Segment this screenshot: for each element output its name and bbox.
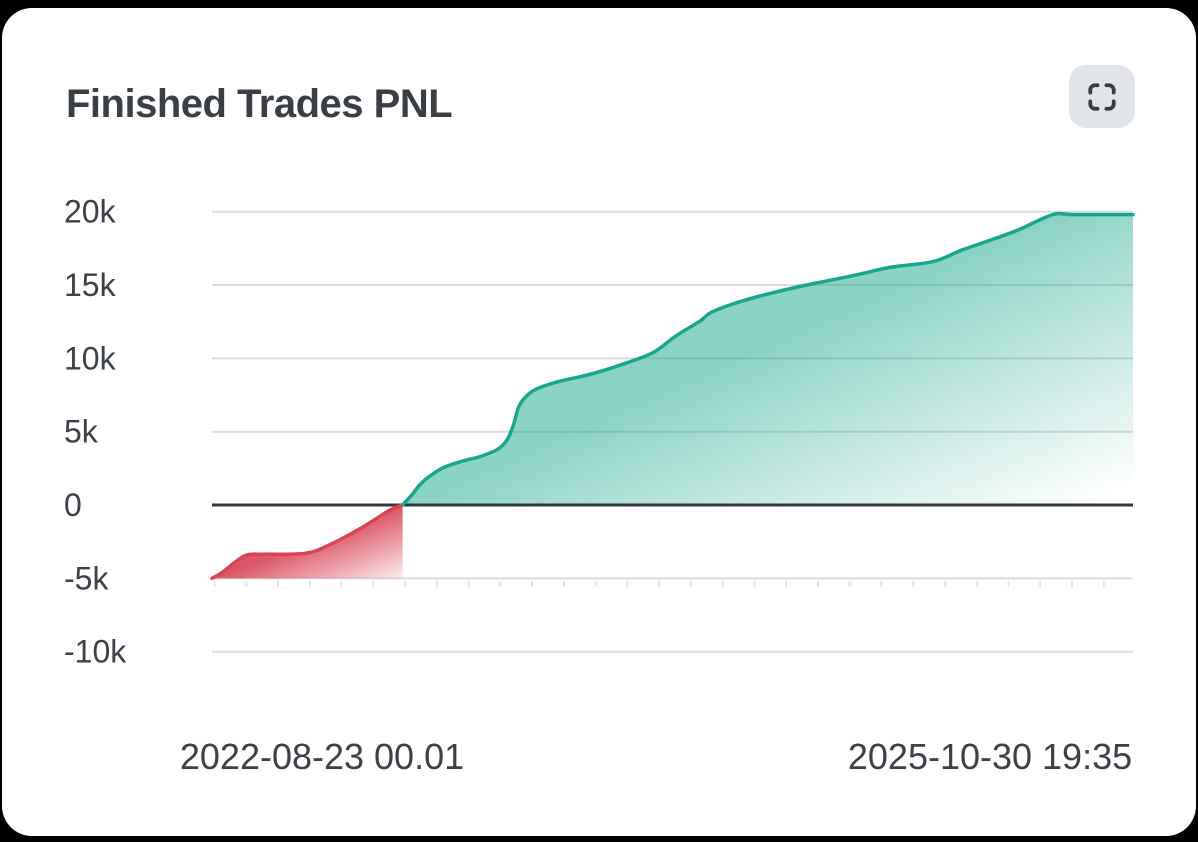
- page-title: Finished Trades PNL: [66, 82, 453, 126]
- x-axis-label: 2025-10-30 19:35: [848, 736, 1132, 777]
- expand-button[interactable]: [1069, 65, 1135, 128]
- y-axis-label: -5k: [64, 560, 109, 596]
- x-axis-label: 2022-08-23 00.01: [180, 736, 464, 777]
- fullscreen-corners-icon: [1083, 78, 1121, 116]
- y-axis-label: 20k: [64, 194, 117, 230]
- y-axis-label: 5k: [64, 414, 99, 450]
- y-axis-label: 10k: [64, 340, 117, 376]
- pnl-loss-segment-line: [210, 503, 405, 581]
- pnl-chart[interactable]: 20k 15k 10k 5k 0 -5k -10k 2022-08-23 00.01 2025-…: [2, 8, 1196, 836]
- pnl-loss-segment-area: [212, 505, 403, 579]
- pnl-card: Finished Trades PNL 20k 15k 10k 5k 0 -5k -10k 2…: [2, 8, 1196, 836]
- pnl-profit-segment-area: [402, 213, 1134, 506]
- y-axis-label: -10k: [64, 634, 127, 670]
- y-axis-label: 0: [64, 487, 82, 523]
- pnl-profit-segment-line: [400, 211, 1135, 507]
- y-axis-label: 15k: [64, 267, 117, 303]
